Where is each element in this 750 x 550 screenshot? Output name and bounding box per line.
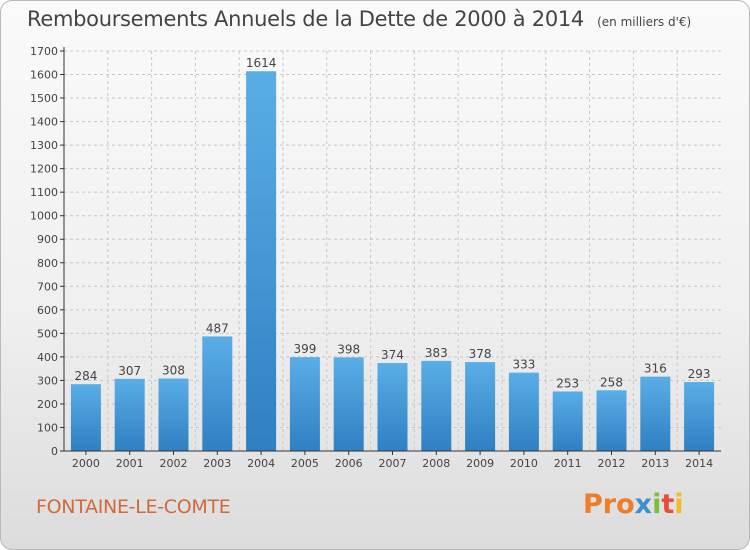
labels: 0 100 200 300 400 500 600 700 800 900 1000 1100 1200… bbox=[30, 45, 713, 470]
bar-value-label: 374 bbox=[381, 348, 404, 362]
y-tick-label: 300 bbox=[37, 374, 58, 387]
logo-part-1: Pro bbox=[583, 489, 635, 520]
y-tick-label: 900 bbox=[37, 233, 58, 246]
y-tick-label: 0 bbox=[51, 445, 58, 458]
bar-value-label: 316 bbox=[644, 362, 667, 376]
y-tick-label: 1700 bbox=[30, 45, 58, 58]
bar-2010 bbox=[508, 372, 539, 451]
bar-value-label: 378 bbox=[469, 347, 492, 361]
bar-2004 bbox=[246, 71, 277, 451]
proxiti-logo[interactable]: Proxiti bbox=[583, 489, 684, 520]
title-row: Remboursements Annuels de la Dette de 20… bbox=[27, 7, 691, 31]
bar-2002 bbox=[158, 378, 189, 451]
bar-2012 bbox=[596, 390, 627, 451]
bar-value-label: 487 bbox=[206, 321, 229, 335]
x-tick-label: 2001 bbox=[116, 457, 144, 470]
y-tick-label: 700 bbox=[37, 280, 58, 293]
x-tick-label: 2002 bbox=[160, 457, 188, 470]
bar-2014 bbox=[684, 382, 715, 451]
y-tick-label: 1600 bbox=[30, 69, 58, 82]
x-tick-label: 2012 bbox=[598, 457, 626, 470]
y-tick-label: 500 bbox=[37, 327, 58, 340]
logo-part-2: x bbox=[634, 489, 653, 520]
y-tick-label: 200 bbox=[37, 398, 58, 411]
bar-value-label: 399 bbox=[293, 342, 316, 356]
x-tick-label: 2004 bbox=[247, 457, 275, 470]
bar-2003 bbox=[202, 336, 233, 451]
bar-2005 bbox=[289, 357, 320, 451]
commune-name: FONTAINE-LE-COMTE bbox=[36, 496, 231, 518]
x-tick-label: 2014 bbox=[685, 457, 713, 470]
logo-part-5: i bbox=[674, 489, 684, 520]
bar-2009 bbox=[465, 362, 496, 451]
bar-2007 bbox=[377, 363, 408, 451]
bar-value-label: 398 bbox=[337, 342, 360, 356]
bar-value-label: 284 bbox=[74, 369, 97, 383]
bars bbox=[70, 71, 715, 451]
y-tick-label: 800 bbox=[37, 257, 58, 270]
bar-2006 bbox=[333, 357, 364, 451]
bar-value-label: 333 bbox=[512, 358, 535, 372]
y-tick-label: 1500 bbox=[30, 92, 58, 105]
bar-value-label: 308 bbox=[162, 364, 185, 378]
y-tick-label: 100 bbox=[37, 421, 58, 434]
logo-part-3: i bbox=[652, 489, 662, 520]
x-tick-label: 2010 bbox=[510, 457, 538, 470]
x-tick-label: 2009 bbox=[466, 457, 494, 470]
y-tick-label: 1000 bbox=[30, 210, 58, 223]
y-tick-label: 1100 bbox=[30, 186, 58, 199]
bar-value-label: 258 bbox=[600, 375, 623, 389]
chart-subtitle: (en milliers d'€) bbox=[597, 15, 692, 29]
bar-value-label: 383 bbox=[425, 346, 448, 360]
y-tick-label: 1400 bbox=[30, 116, 58, 129]
y-tick-label: 600 bbox=[37, 304, 58, 317]
x-tick-label: 2006 bbox=[335, 457, 363, 470]
logo-part-4: t bbox=[661, 489, 675, 520]
y-tick-label: 1200 bbox=[30, 163, 58, 176]
bar-2000 bbox=[70, 384, 101, 451]
chart-title: Remboursements Annuels de la Dette de 20… bbox=[27, 7, 584, 31]
x-tick-label: 2007 bbox=[379, 457, 407, 470]
bar-2011 bbox=[552, 391, 583, 451]
x-tick-label: 2005 bbox=[291, 457, 319, 470]
bar-2008 bbox=[421, 360, 452, 451]
bar-value-label: 307 bbox=[118, 364, 141, 378]
y-tick-label: 400 bbox=[37, 351, 58, 364]
x-tick-label: 2011 bbox=[554, 457, 582, 470]
bar-value-label: 253 bbox=[556, 376, 579, 390]
x-tick-label: 2000 bbox=[72, 457, 100, 470]
y-tick-label: 1300 bbox=[30, 139, 58, 152]
x-tick-label: 2008 bbox=[422, 457, 450, 470]
x-tick-label: 2003 bbox=[203, 457, 231, 470]
axes bbox=[60, 47, 721, 455]
bar-value-label: 1614 bbox=[246, 56, 277, 70]
bar-value-label: 293 bbox=[688, 367, 711, 381]
bar-2001 bbox=[114, 378, 145, 451]
x-tick-label: 2013 bbox=[641, 457, 669, 470]
bar-2013 bbox=[640, 376, 671, 451]
